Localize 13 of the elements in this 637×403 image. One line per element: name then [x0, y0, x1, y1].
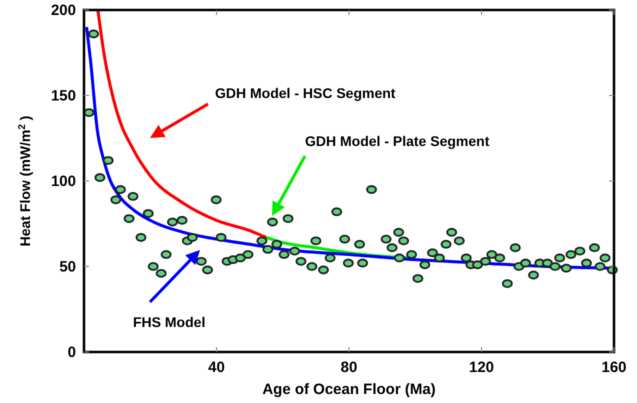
annotation: GDH Model - Plate Segment	[305, 133, 490, 149]
x-tick-label: 40	[208, 359, 225, 376]
y-tick-label: 100	[50, 173, 76, 190]
x-tick-label: 160	[601, 359, 627, 376]
y-tick-label: 0	[68, 344, 76, 361]
annotation: GDH Model - HSC Segment	[215, 85, 396, 101]
annotation: FHS Model	[133, 314, 206, 330]
x-axis-title: Age of Ocean Floor (Ma)	[262, 381, 436, 398]
y-tick-label: 50	[59, 258, 76, 276]
x-tick-label: 80	[340, 359, 358, 376]
y-tick-label: 200	[50, 2, 76, 19]
x-tick-label: 120	[468, 359, 494, 376]
y-tick-label: 150	[50, 88, 76, 104]
